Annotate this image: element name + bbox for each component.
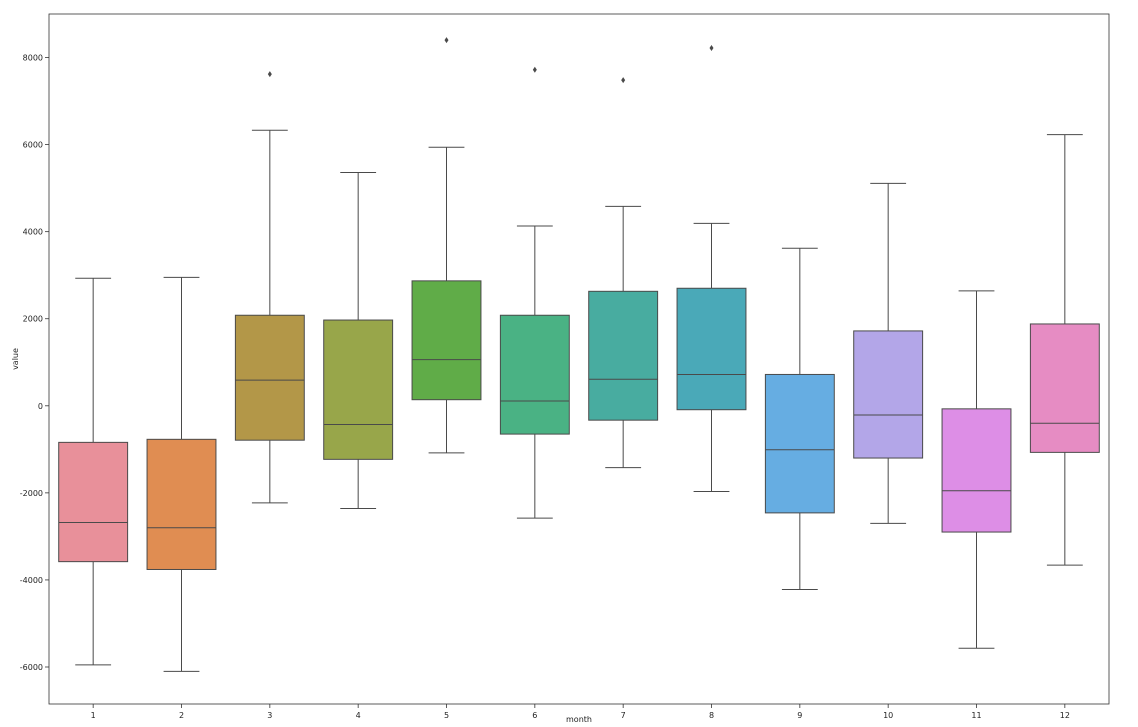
- box-iqr: [941, 408, 1012, 533]
- y-axis-label: value: [11, 348, 20, 370]
- x-tick-label: 5: [444, 711, 449, 720]
- x-tick-label: 10: [883, 711, 893, 720]
- x-tick-label: 11: [971, 711, 981, 720]
- x-tick-label: 8: [709, 711, 714, 720]
- y-tick-label: -4000: [20, 576, 43, 585]
- box-iqr: [323, 319, 394, 460]
- x-tick-label: 9: [797, 711, 802, 720]
- box-iqr: [146, 438, 217, 570]
- x-tick-label: 4: [356, 711, 361, 720]
- x-tick-label: 3: [267, 711, 272, 720]
- y-tick-label: 2000: [23, 315, 43, 324]
- y-tick-label: 6000: [23, 141, 43, 150]
- box-month-5: [411, 37, 482, 454]
- box-month-1: [58, 277, 129, 666]
- y-tick-label: 4000: [23, 228, 43, 237]
- box-month-2: [146, 276, 217, 672]
- x-axis: 1 2 3 4 5 6 7 8 9 10 11 12: [91, 704, 1070, 720]
- box-month-8: [676, 44, 747, 493]
- plot-frame: [48, 13, 1110, 705]
- box-month-12: [1029, 134, 1100, 566]
- box-month-4: [323, 171, 394, 510]
- box-month-11: [941, 290, 1012, 649]
- y-axis: -6000 -4000 -2000 0 2000 4000 6000 8000: [20, 54, 49, 672]
- x-tick-label: 12: [1060, 711, 1070, 720]
- y-tick-label: 0: [38, 402, 43, 411]
- box-iqr: [764, 373, 835, 514]
- box-month-10: [853, 182, 924, 524]
- x-axis-label: month: [566, 715, 592, 724]
- box-iqr: [853, 330, 924, 459]
- outlier-point: [709, 44, 714, 51]
- outlier-point: [444, 37, 449, 44]
- y-tick-label: 8000: [23, 54, 43, 63]
- outlier-point: [532, 66, 537, 73]
- outlier-point: [267, 71, 272, 78]
- box-iqr: [411, 280, 482, 401]
- box-month-7: [588, 77, 659, 469]
- x-tick-label: 6: [532, 711, 537, 720]
- box-iqr: [234, 314, 305, 441]
- box-month-9: [764, 247, 835, 591]
- x-tick-label: 1: [91, 711, 96, 720]
- box-iqr: [588, 290, 659, 421]
- plot-marks: [58, 37, 1100, 672]
- box-month-6: [499, 66, 570, 519]
- x-tick-label: 2: [179, 711, 184, 720]
- x-tick-label: 7: [621, 711, 626, 720]
- outlier-point: [621, 77, 626, 84]
- box-iqr: [676, 287, 747, 411]
- box-month-3: [234, 71, 305, 504]
- y-tick-label: -6000: [20, 663, 43, 672]
- box-iqr: [58, 441, 129, 563]
- box-iqr: [499, 314, 570, 435]
- box-iqr: [1029, 323, 1100, 453]
- y-tick-label: -2000: [20, 489, 43, 498]
